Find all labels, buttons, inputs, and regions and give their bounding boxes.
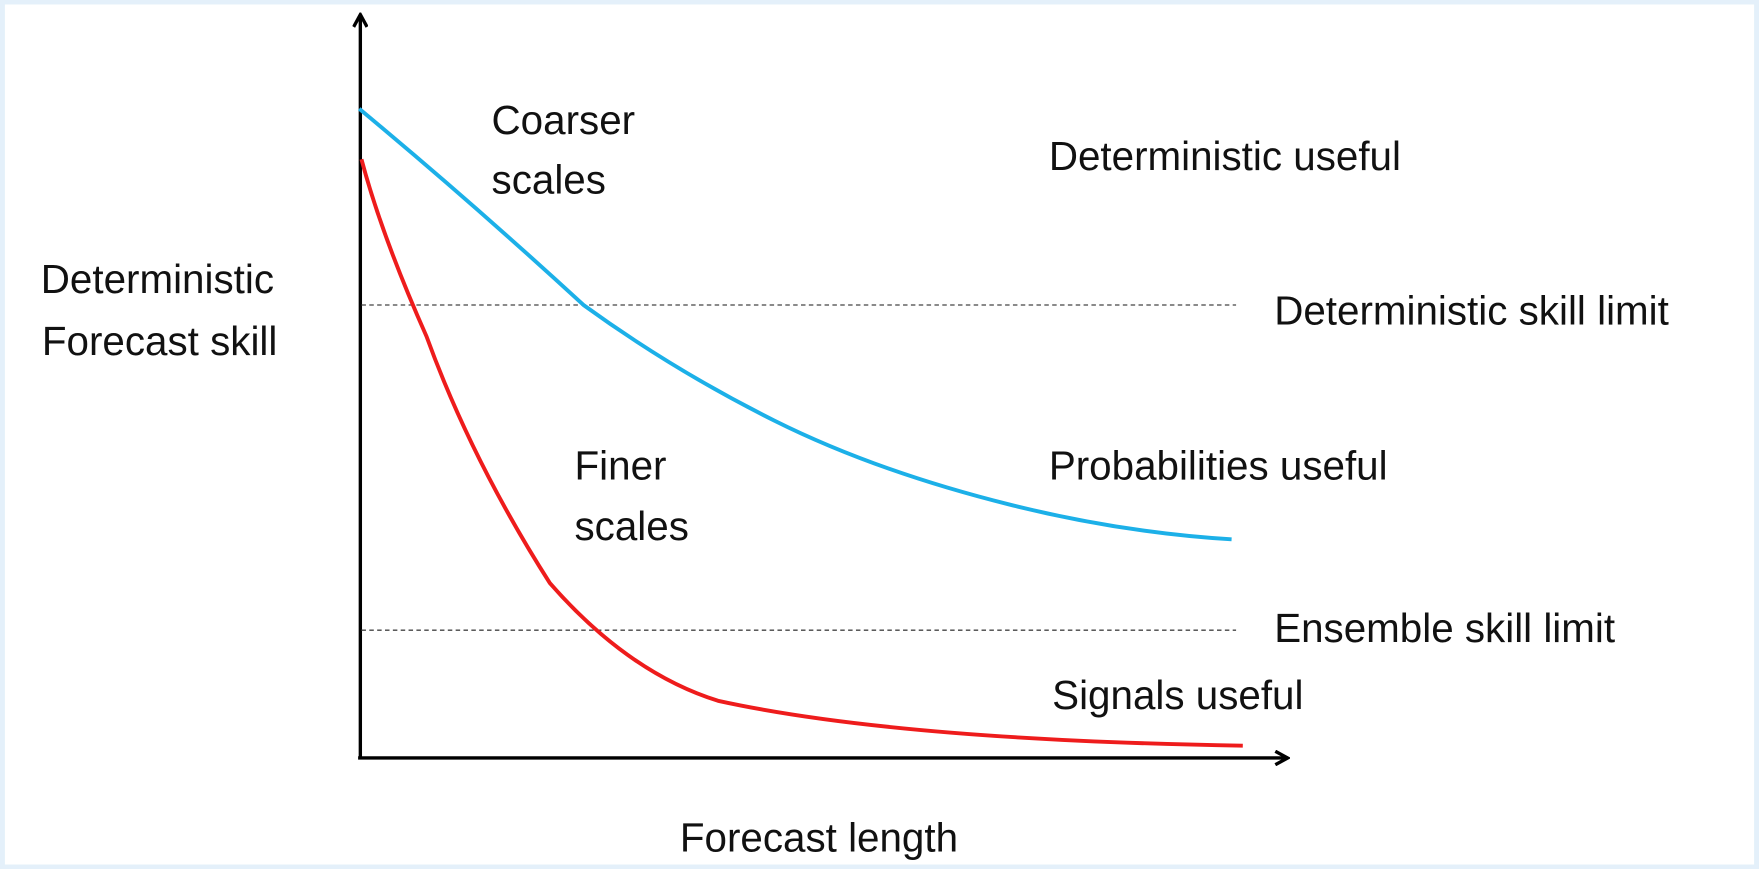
limit-label: Ensemble skill limit [1274, 605, 1615, 651]
region-label: Signals useful [1052, 672, 1303, 718]
region-label: Probabilities useful [1049, 442, 1388, 488]
coarser-curve [357, 107, 1232, 542]
curve-label: Coarser [492, 97, 636, 143]
limit-label: Deterministic skill limit [1274, 288, 1669, 334]
finer-curve [359, 158, 1243, 748]
y-label: Forecast skill [42, 318, 277, 364]
curve-label: scales [492, 156, 606, 202]
x-label: Forecast length [680, 815, 958, 861]
y-label: Deterministic [41, 256, 274, 302]
curve-label: scales [575, 503, 689, 549]
region-label: Deterministic useful [1049, 133, 1401, 179]
curve-label: Finer [575, 442, 667, 488]
